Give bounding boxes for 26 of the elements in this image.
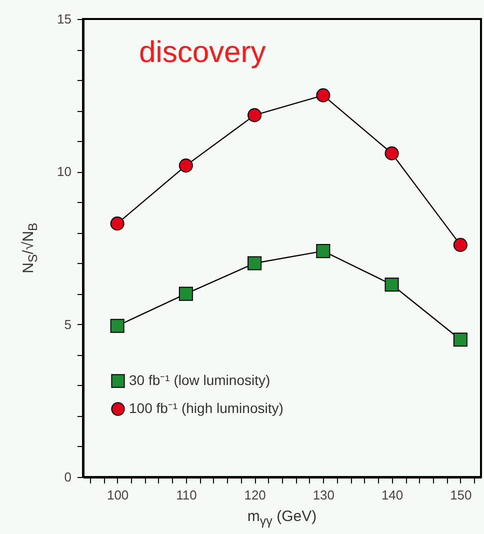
y-tick-label: 15 bbox=[57, 12, 72, 26]
annotation: discovery bbox=[139, 36, 266, 70]
y-tick-label: 10 bbox=[57, 164, 72, 180]
point bbox=[248, 256, 262, 270]
point bbox=[453, 332, 468, 347]
point bbox=[316, 88, 330, 102]
x-tick-label: 140 bbox=[381, 488, 404, 502]
point bbox=[110, 318, 124, 333]
legend-label: 100 fb⁻¹ (high luminosity) bbox=[129, 400, 284, 416]
point bbox=[178, 158, 193, 173]
legend-label: 30 fb⁻¹ (low luminosity) bbox=[129, 372, 270, 388]
point bbox=[384, 146, 399, 160]
x-tick-label: 130 bbox=[312, 488, 335, 502]
y-tick-label: 5 bbox=[64, 316, 72, 332]
x-tick-label: 100 bbox=[106, 488, 129, 502]
y-tick-label: 0 bbox=[64, 470, 72, 484]
point bbox=[453, 238, 468, 252]
x-tick-label: 110 bbox=[176, 488, 197, 502]
point bbox=[316, 244, 330, 258]
point bbox=[110, 216, 124, 231]
point bbox=[178, 286, 193, 301]
x-axis-title: m$_{γγ}$ (GeV) bbox=[246, 508, 318, 528]
x-tick-label: 120 bbox=[244, 488, 266, 502]
point bbox=[248, 108, 262, 122]
point bbox=[384, 278, 399, 292]
x-tick-label: 150 bbox=[450, 488, 472, 502]
